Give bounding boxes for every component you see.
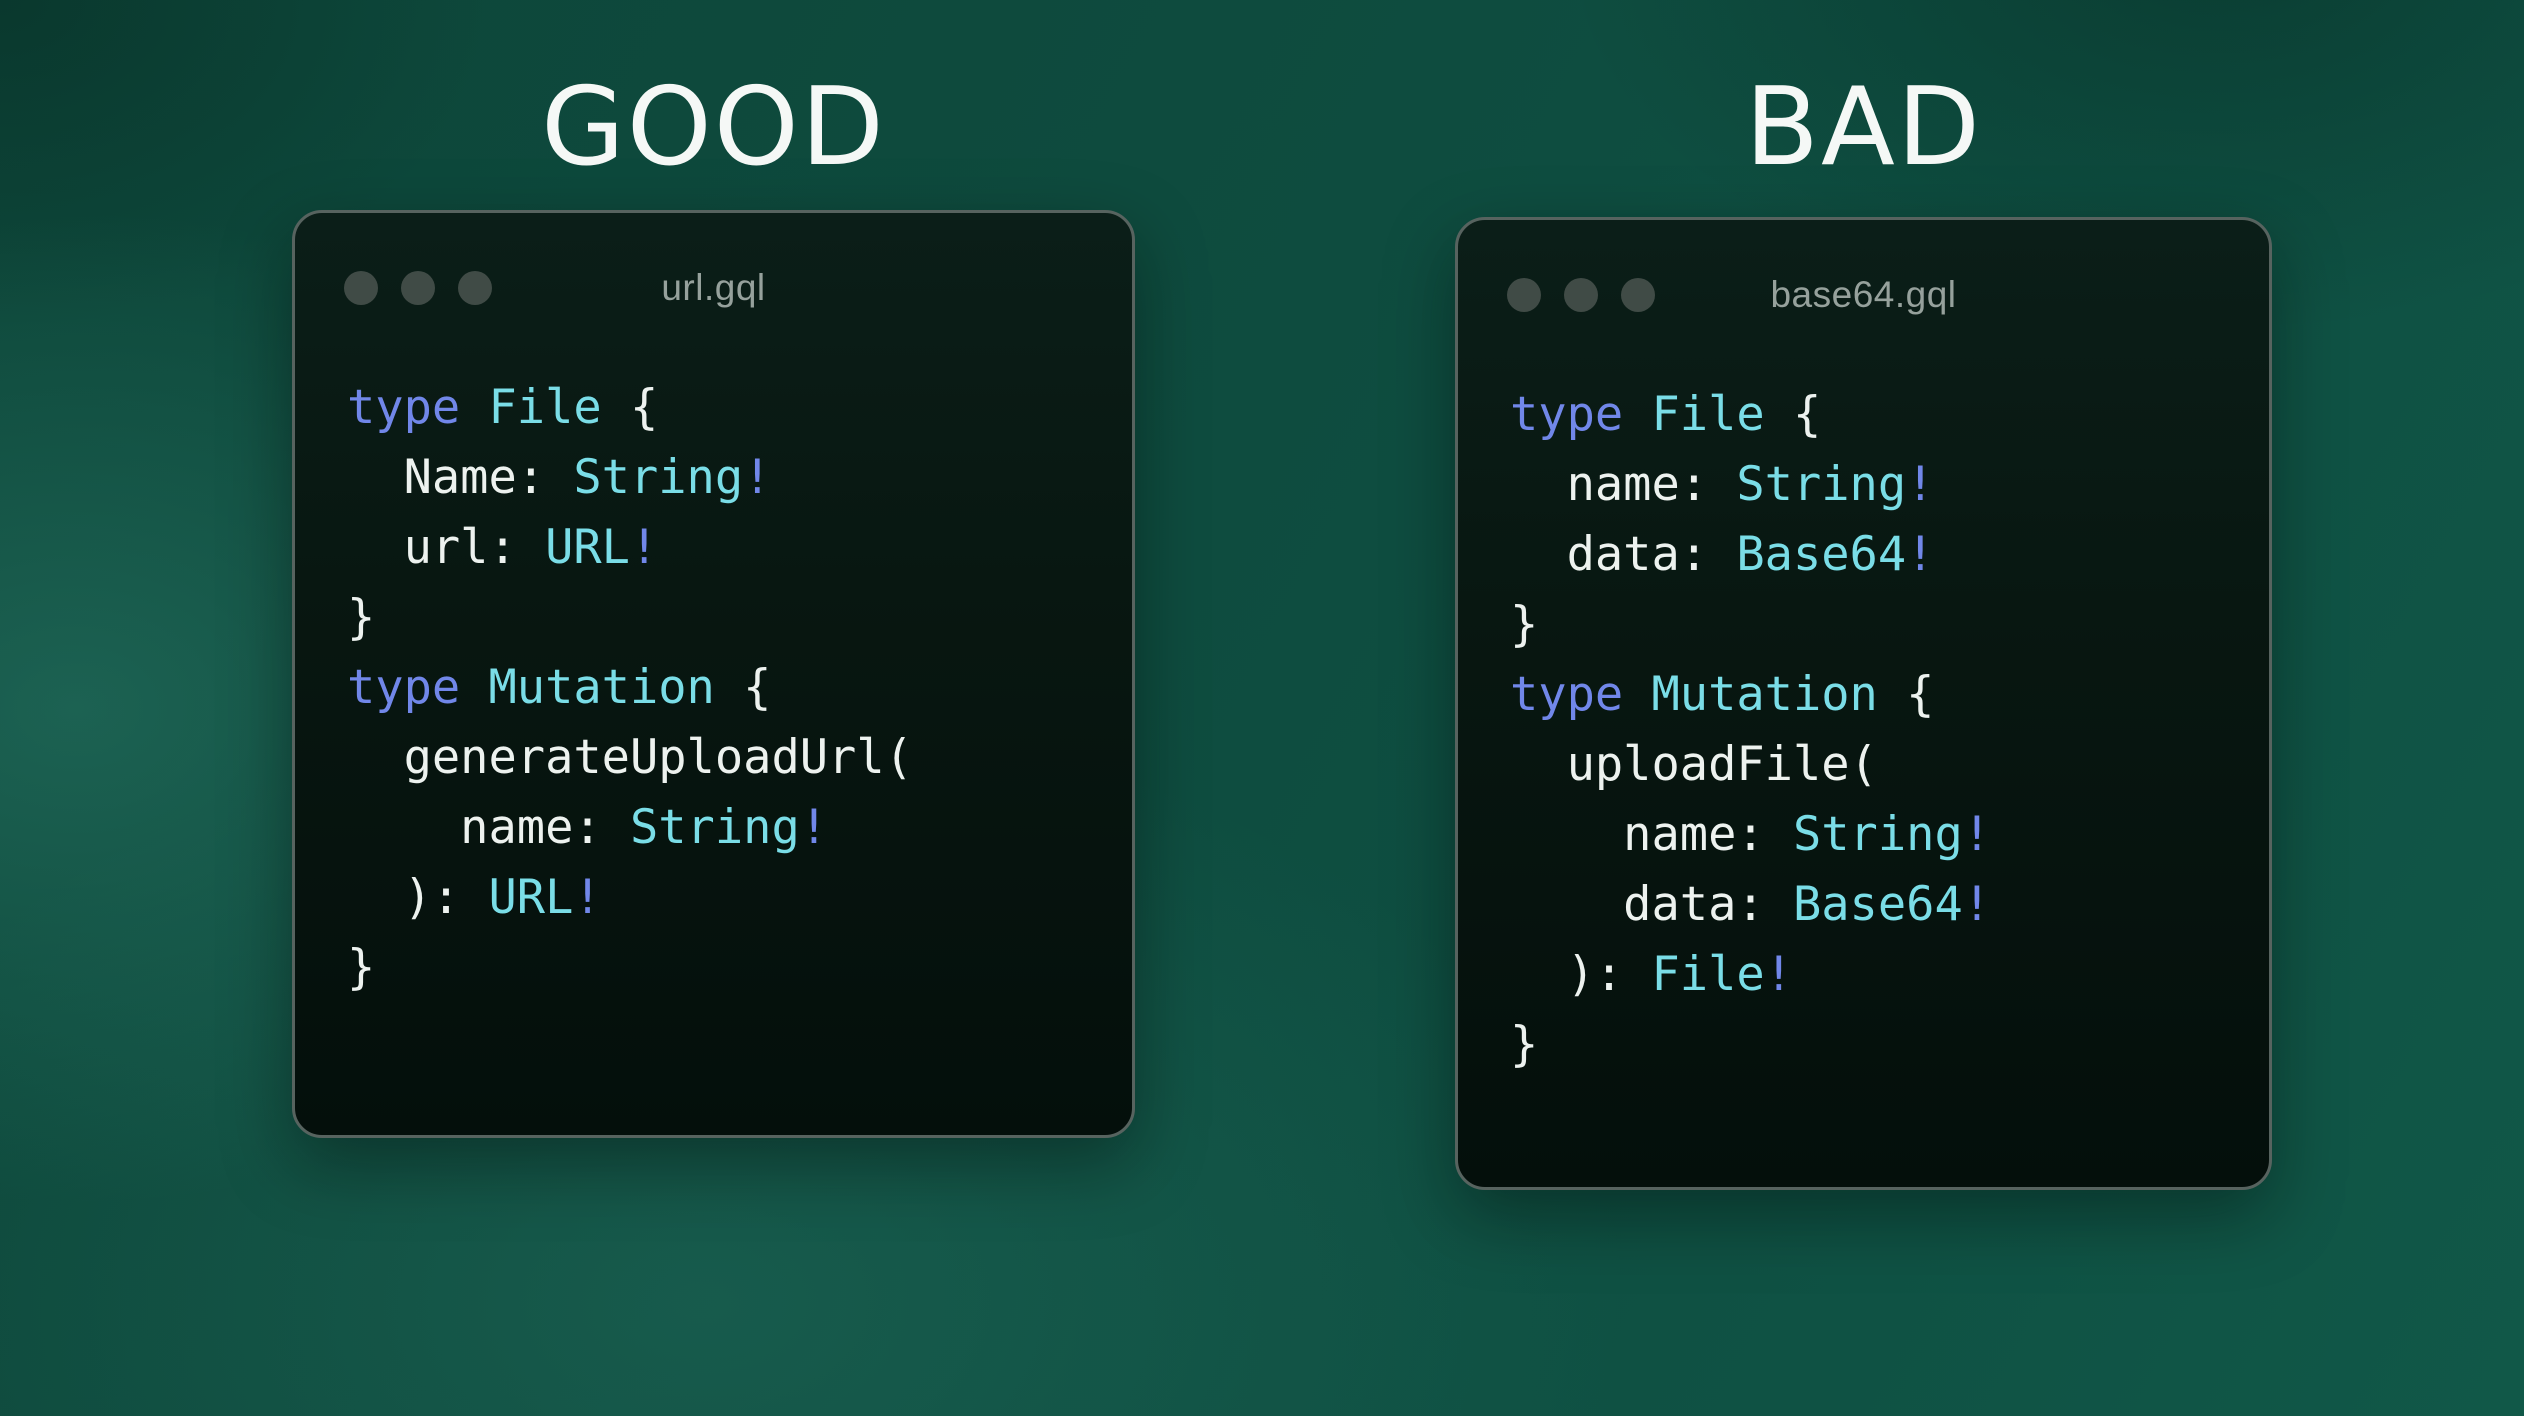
code-line: ): File! (1510, 947, 1793, 1002)
code-line: uploadFile( (1510, 737, 1878, 792)
code-line: } (347, 940, 376, 995)
window-control-dot-icon (401, 271, 435, 305)
window-control-dot-icon (458, 271, 492, 305)
code-block: type File { Name: String! url: URL!} type… (347, 373, 1112, 1003)
code-line: type File { (1510, 387, 1822, 442)
code-line: type Mutation { (347, 660, 772, 715)
window-controls (344, 271, 492, 305)
window-controls (1507, 278, 1655, 312)
window-control-dot-icon (344, 271, 378, 305)
window-control-dot-icon (1564, 278, 1598, 312)
window-titlebar: base64.gql (1458, 275, 2269, 315)
bad-heading: BAD (1744, 65, 1983, 190)
code-line: type File { (347, 380, 659, 435)
code-line: } (1510, 597, 1539, 652)
window-title: url.gql (661, 267, 766, 308)
code-line: type Mutation { (1510, 667, 1935, 722)
code-line: url: URL! (347, 520, 659, 575)
code-line: data: Base64! (1510, 527, 1935, 582)
code-line: generateUploadUrl( (347, 730, 913, 785)
code-line: } (347, 590, 376, 645)
window-control-dot-icon (1507, 278, 1541, 312)
code-line: name: String! (347, 800, 829, 855)
window-titlebar: url.gql (295, 268, 1132, 308)
bad-code-window: base64.gql type File { name: String! dat… (1455, 217, 2272, 1190)
code-line: name: String! (1510, 807, 1992, 862)
code-line: name: String! (1510, 457, 1935, 512)
code-line: ): URL! (347, 870, 602, 925)
good-heading: GOOD (541, 65, 886, 190)
code-line: Name: String! (347, 450, 772, 505)
good-code-window: url.gql type File { Name: String! url: U… (292, 210, 1135, 1138)
window-title: base64.gql (1770, 274, 1957, 315)
window-control-dot-icon (1621, 278, 1655, 312)
code-line: } (1510, 1017, 1539, 1072)
code-block: type File { name: String! data: Base64!}… (1510, 380, 2249, 1080)
code-line: data: Base64! (1510, 877, 1992, 932)
